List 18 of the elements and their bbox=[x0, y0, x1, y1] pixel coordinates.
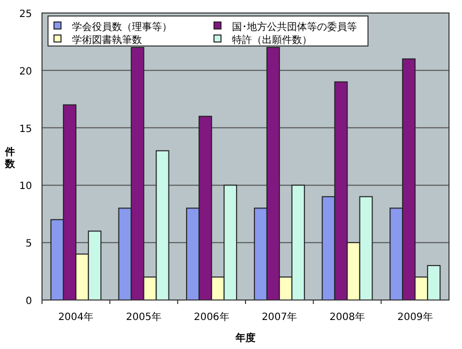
x-tick-label: 2004年 bbox=[58, 311, 94, 323]
y-tick-label: 20 bbox=[19, 66, 32, 78]
x-tick-label: 2009年 bbox=[397, 311, 433, 323]
x-tick-label: 2008年 bbox=[330, 311, 365, 323]
y-tick-label: 0 bbox=[26, 296, 32, 307]
legend-label: 国･地方公共団体等の委員等 bbox=[232, 21, 357, 33]
y-axis-title: 件数 bbox=[4, 146, 16, 170]
x-axis-title: 年度 bbox=[234, 332, 256, 344]
x-tick-label: 2007年 bbox=[262, 311, 298, 323]
y-tick-label: 5 bbox=[26, 238, 32, 250]
x-tick-label: 2006年 bbox=[194, 311, 230, 323]
x-tick-label: 2005年 bbox=[126, 311, 162, 323]
y-tick-label: 10 bbox=[19, 181, 32, 192]
y-tick-label: 15 bbox=[19, 124, 32, 135]
y-tick-label: 25 bbox=[19, 9, 32, 20]
legend-label: 特許（出願件数） bbox=[232, 34, 312, 46]
legend-label: 学術図書執筆数 bbox=[72, 34, 142, 46]
legend-label: 学会役員数（理事等） bbox=[72, 21, 172, 33]
